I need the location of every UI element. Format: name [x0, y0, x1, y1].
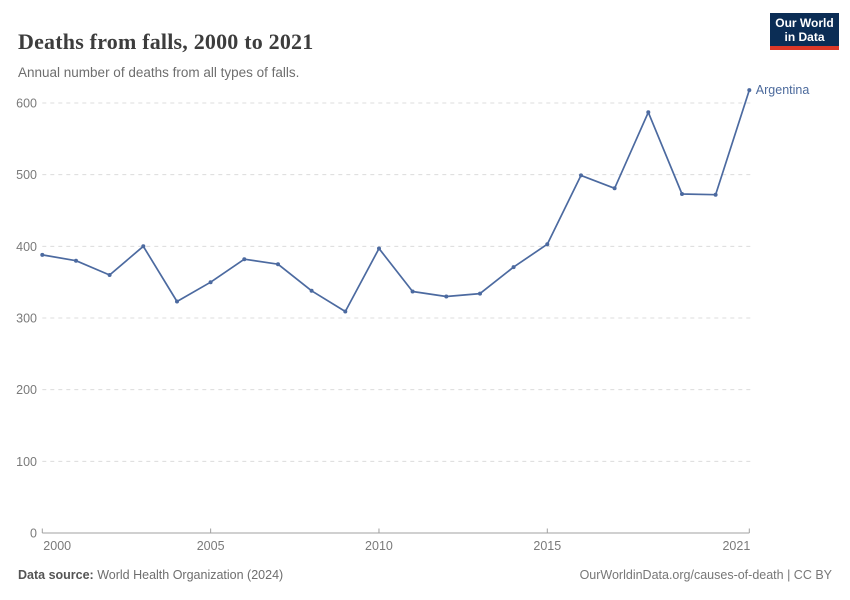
y-axis-tick-label: 500	[16, 168, 37, 182]
data-point	[579, 173, 583, 178]
data-point	[511, 265, 516, 270]
chart-footer: Data source: World Health Organization (…	[18, 568, 832, 582]
data-point	[444, 294, 449, 299]
y-axis-tick-label: 400	[16, 240, 37, 254]
data-point	[478, 291, 482, 296]
x-axis-tick-label: 2015	[533, 539, 561, 553]
data-point	[141, 244, 146, 249]
page-title: Deaths from falls, 2000 to 2021	[18, 28, 314, 54]
data-source-value: World Health Organization (2024)	[93, 568, 284, 582]
data-point	[74, 258, 78, 263]
x-axis-tick-label: 2021	[722, 539, 750, 553]
data-point	[410, 289, 415, 294]
x-axis-tick-label: 2010	[365, 539, 393, 553]
y-axis-tick-label: 100	[16, 455, 37, 469]
data-point	[680, 192, 684, 196]
data-point	[377, 246, 381, 251]
data-source: Data source: World Health Organization (…	[18, 568, 283, 582]
data-point	[747, 88, 752, 93]
owid-logo-line2: in Data	[784, 29, 825, 44]
data-point	[713, 192, 718, 197]
x-axis-tick-label: 2005	[197, 539, 225, 553]
data-point	[242, 257, 247, 262]
y-axis-tick-label: 300	[16, 311, 37, 325]
data-point	[646, 110, 651, 115]
x-axis-tick-label: 2000	[43, 539, 71, 553]
y-axis-tick-label: 0	[30, 527, 37, 541]
y-axis-tick-label: 200	[16, 383, 37, 397]
data-point	[343, 309, 348, 314]
series-label-argentina[interactable]: Argentina	[756, 83, 810, 97]
data-point	[175, 299, 179, 304]
data-point	[309, 288, 314, 293]
chart-subtitle: Annual number of deaths from all types o…	[18, 64, 300, 80]
series-line-argentina	[41, 89, 751, 313]
credit-link[interactable]: OurWorldinData.org/causes-of-death | CC …	[579, 568, 832, 582]
data-point	[208, 280, 213, 285]
data-point	[276, 262, 280, 267]
data-point	[612, 186, 617, 191]
data-point	[545, 242, 550, 247]
data-point	[40, 252, 45, 257]
data-source-label: Data source:	[18, 568, 94, 582]
owid-logo[interactable]: Our World in Data	[770, 13, 839, 50]
data-point	[107, 273, 112, 277]
owid-logo-line1: Our World	[775, 15, 834, 30]
y-axis-tick-label: 600	[16, 96, 37, 110]
